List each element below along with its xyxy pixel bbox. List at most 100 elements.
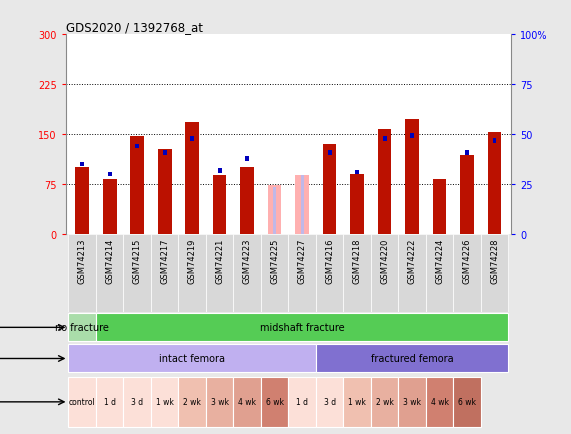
Bar xyxy=(350,174,364,234)
Bar xyxy=(268,186,282,234)
Bar xyxy=(316,234,343,312)
Bar xyxy=(288,377,316,427)
Text: GSM74226: GSM74226 xyxy=(463,238,472,284)
Bar xyxy=(488,132,501,234)
Bar xyxy=(405,119,419,234)
Bar xyxy=(399,377,426,427)
Bar xyxy=(69,377,96,427)
Bar xyxy=(453,377,481,427)
Bar xyxy=(163,151,167,155)
Bar xyxy=(460,156,474,234)
Bar xyxy=(69,314,96,342)
Text: 6 wk: 6 wk xyxy=(266,398,284,406)
Bar xyxy=(371,377,399,427)
Text: GSM74215: GSM74215 xyxy=(132,238,142,283)
Bar xyxy=(465,151,469,155)
Text: 3 wk: 3 wk xyxy=(211,398,228,406)
Text: 1 wk: 1 wk xyxy=(156,398,174,406)
Bar xyxy=(433,180,447,234)
Text: 1 d: 1 d xyxy=(296,398,308,406)
Bar xyxy=(343,377,371,427)
Bar xyxy=(245,157,249,161)
Bar xyxy=(151,234,178,312)
Text: midshaft fracture: midshaft fracture xyxy=(260,322,344,332)
Bar xyxy=(96,234,123,312)
Bar xyxy=(240,168,254,234)
Bar xyxy=(123,234,151,312)
Text: 4 wk: 4 wk xyxy=(431,398,449,406)
Bar xyxy=(185,122,199,234)
Bar xyxy=(328,151,332,155)
Text: intact femora: intact femora xyxy=(159,354,225,364)
Text: 3 wk: 3 wk xyxy=(403,398,421,406)
Text: control: control xyxy=(69,398,95,406)
Bar xyxy=(96,377,123,427)
Bar xyxy=(399,234,426,312)
Bar xyxy=(383,137,387,141)
Text: GSM74221: GSM74221 xyxy=(215,238,224,283)
Text: GSM74214: GSM74214 xyxy=(105,238,114,283)
Text: no fracture: no fracture xyxy=(55,322,109,332)
Bar xyxy=(300,176,304,234)
Bar xyxy=(316,345,508,373)
Text: GSM74213: GSM74213 xyxy=(78,238,87,284)
Text: GSM74217: GSM74217 xyxy=(160,238,169,284)
Bar xyxy=(213,176,227,234)
Bar xyxy=(234,377,261,427)
Bar xyxy=(377,129,392,234)
Text: 1 d: 1 d xyxy=(104,398,116,406)
Bar xyxy=(178,234,206,312)
Bar xyxy=(355,170,359,175)
Bar xyxy=(69,234,96,312)
Bar xyxy=(103,179,116,234)
Bar xyxy=(410,134,414,138)
Bar xyxy=(273,188,276,234)
Bar xyxy=(206,234,234,312)
Bar xyxy=(69,345,316,373)
Bar xyxy=(453,234,481,312)
Bar xyxy=(295,176,309,234)
Text: fractured femora: fractured femora xyxy=(371,354,453,364)
Text: GSM74225: GSM74225 xyxy=(270,238,279,283)
Bar xyxy=(130,137,144,234)
Bar xyxy=(218,169,222,174)
Text: 3 d: 3 d xyxy=(324,398,336,406)
Text: GSM74223: GSM74223 xyxy=(243,238,252,284)
Text: 3 d: 3 d xyxy=(131,398,143,406)
Text: GSM74228: GSM74228 xyxy=(490,238,499,284)
Bar xyxy=(135,144,139,149)
Text: 4 wk: 4 wk xyxy=(238,398,256,406)
Bar xyxy=(108,172,111,177)
Bar xyxy=(426,377,453,427)
Bar xyxy=(261,377,288,427)
Text: 2 wk: 2 wk xyxy=(183,398,201,406)
Text: 6 wk: 6 wk xyxy=(458,398,476,406)
Bar xyxy=(343,234,371,312)
Bar xyxy=(75,168,89,234)
Bar xyxy=(316,377,343,427)
Bar xyxy=(158,150,171,234)
Text: GSM74220: GSM74220 xyxy=(380,238,389,283)
Bar xyxy=(234,234,261,312)
Bar xyxy=(323,145,336,234)
Text: GSM74222: GSM74222 xyxy=(408,238,417,283)
Bar xyxy=(288,234,316,312)
Text: GSM74224: GSM74224 xyxy=(435,238,444,283)
Bar xyxy=(371,234,399,312)
Text: GSM74218: GSM74218 xyxy=(352,238,361,284)
Bar xyxy=(493,139,496,144)
Bar xyxy=(426,234,453,312)
Text: 1 wk: 1 wk xyxy=(348,398,366,406)
Text: 2 wk: 2 wk xyxy=(376,398,393,406)
Text: GDS2020 / 1392768_at: GDS2020 / 1392768_at xyxy=(66,20,203,33)
Bar xyxy=(190,137,194,141)
Bar xyxy=(261,234,288,312)
Bar xyxy=(151,377,178,427)
Text: GSM74216: GSM74216 xyxy=(325,238,334,284)
Bar xyxy=(481,234,508,312)
Bar xyxy=(178,377,206,427)
Bar xyxy=(206,377,234,427)
Text: GSM74227: GSM74227 xyxy=(297,238,307,284)
Bar xyxy=(123,377,151,427)
Bar xyxy=(81,162,84,167)
